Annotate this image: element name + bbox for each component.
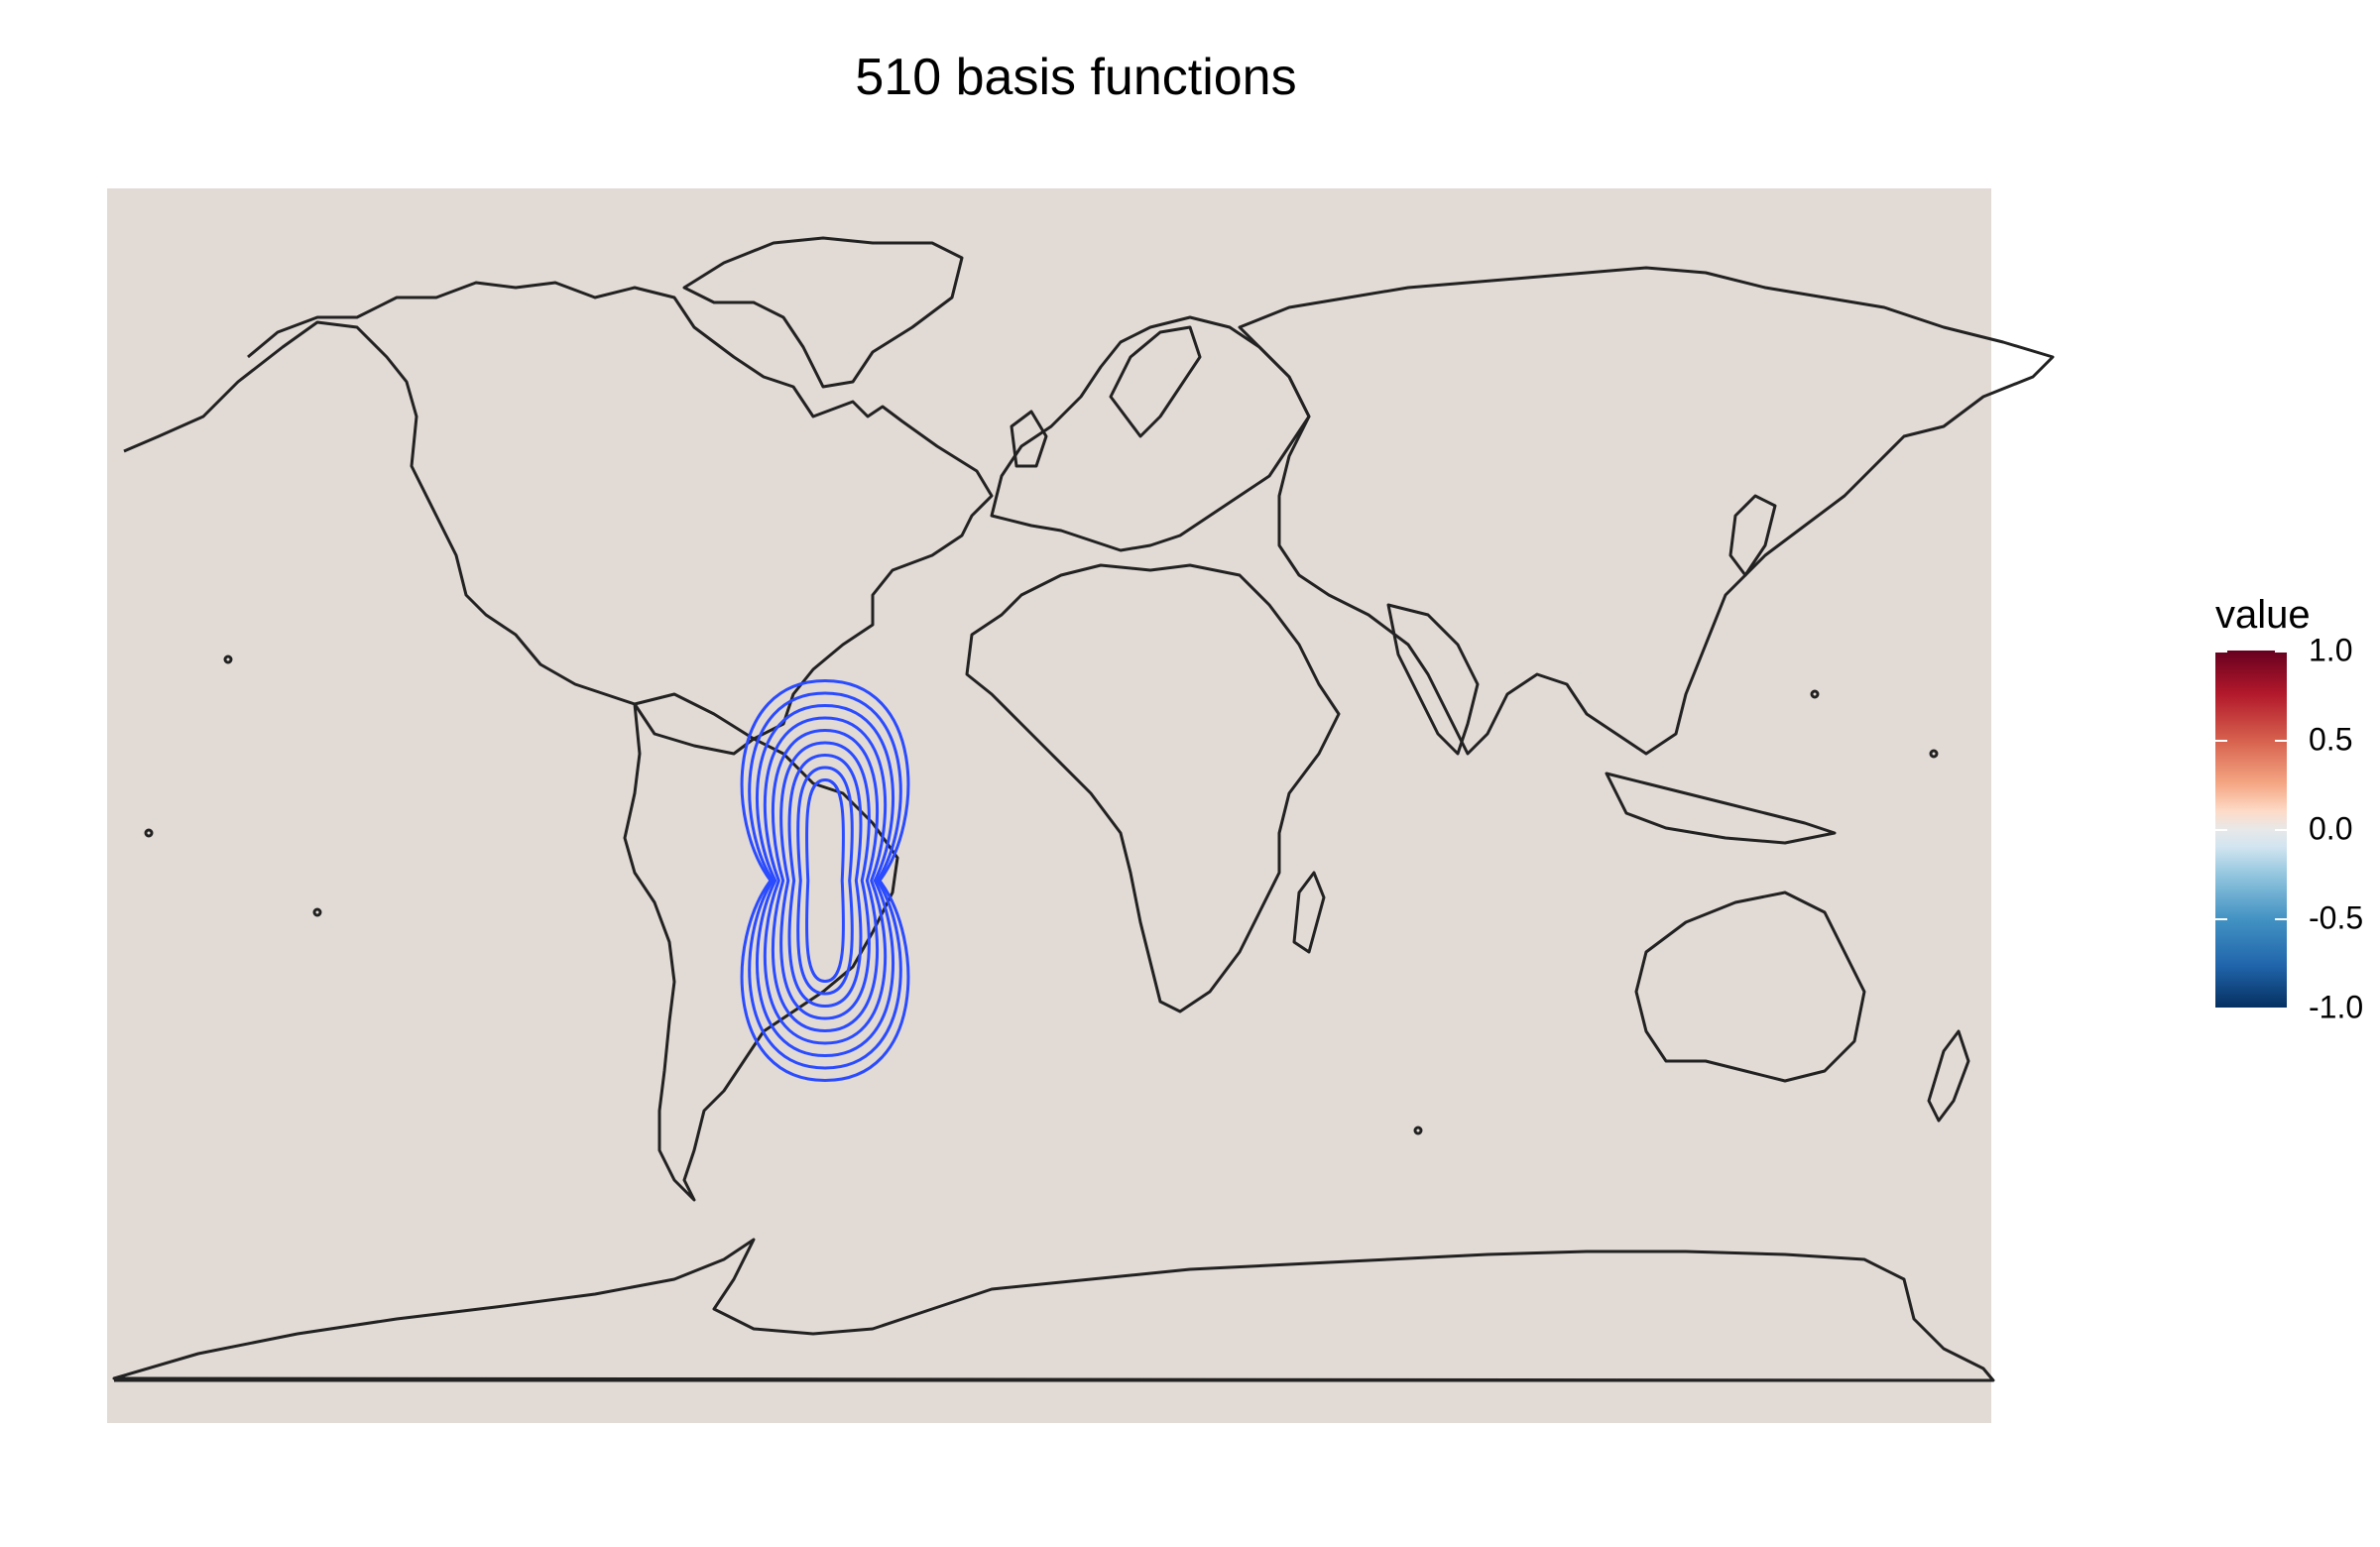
legend-tick-label: 0.5 <box>2309 721 2353 758</box>
map-panel <box>107 188 1991 1423</box>
contour-line <box>763 716 888 1045</box>
africa-outline <box>965 563 1341 1013</box>
southeast-asia-islands-outline <box>1605 772 1837 845</box>
scandinavia-outline <box>1109 325 1202 438</box>
color-legend: value 1.0 0.5 0.0 -0.5 -1.0 <box>2215 593 2363 1025</box>
island-dot <box>1929 749 1939 759</box>
british-isles-outline <box>1010 410 1048 468</box>
antarctica-outline <box>112 1238 1995 1382</box>
new-zealand-outline <box>1927 1029 1970 1123</box>
island-dot <box>1413 1126 1423 1135</box>
contour-line <box>796 766 854 996</box>
island-dot <box>144 828 154 838</box>
asia-outline <box>1238 266 2055 756</box>
legend-tick-label: -1.0 <box>2309 989 2364 1025</box>
island-dot <box>1810 689 1820 699</box>
japan-outline <box>1728 494 1777 577</box>
island-dot <box>312 907 322 917</box>
legend-title: value <box>2215 593 2311 637</box>
madagascar-outline <box>1292 871 1326 954</box>
legend-tick-label: 0.0 <box>2309 810 2353 847</box>
chart-title: 510 basis functions <box>855 49 1297 106</box>
south-america-outline <box>623 692 899 1202</box>
indian-subcontinent-outline <box>1386 603 1480 756</box>
island-dot <box>223 654 233 664</box>
contour-line <box>771 728 880 1033</box>
north-america-outline <box>123 281 994 756</box>
legend-tick-label: -0.5 <box>2309 899 2364 936</box>
basis-function-contours <box>740 678 910 1083</box>
greenland-outline <box>682 236 964 389</box>
contour-line <box>740 678 910 1083</box>
contour-line <box>787 753 863 1009</box>
contour-line <box>748 691 902 1070</box>
legend-tick-label: 1.0 <box>2309 632 2353 668</box>
contour-line <box>779 741 871 1020</box>
australia-outline <box>1634 891 1866 1083</box>
continent-outlines <box>112 236 2055 1382</box>
contour-line <box>804 777 846 984</box>
contour-line <box>756 703 894 1058</box>
